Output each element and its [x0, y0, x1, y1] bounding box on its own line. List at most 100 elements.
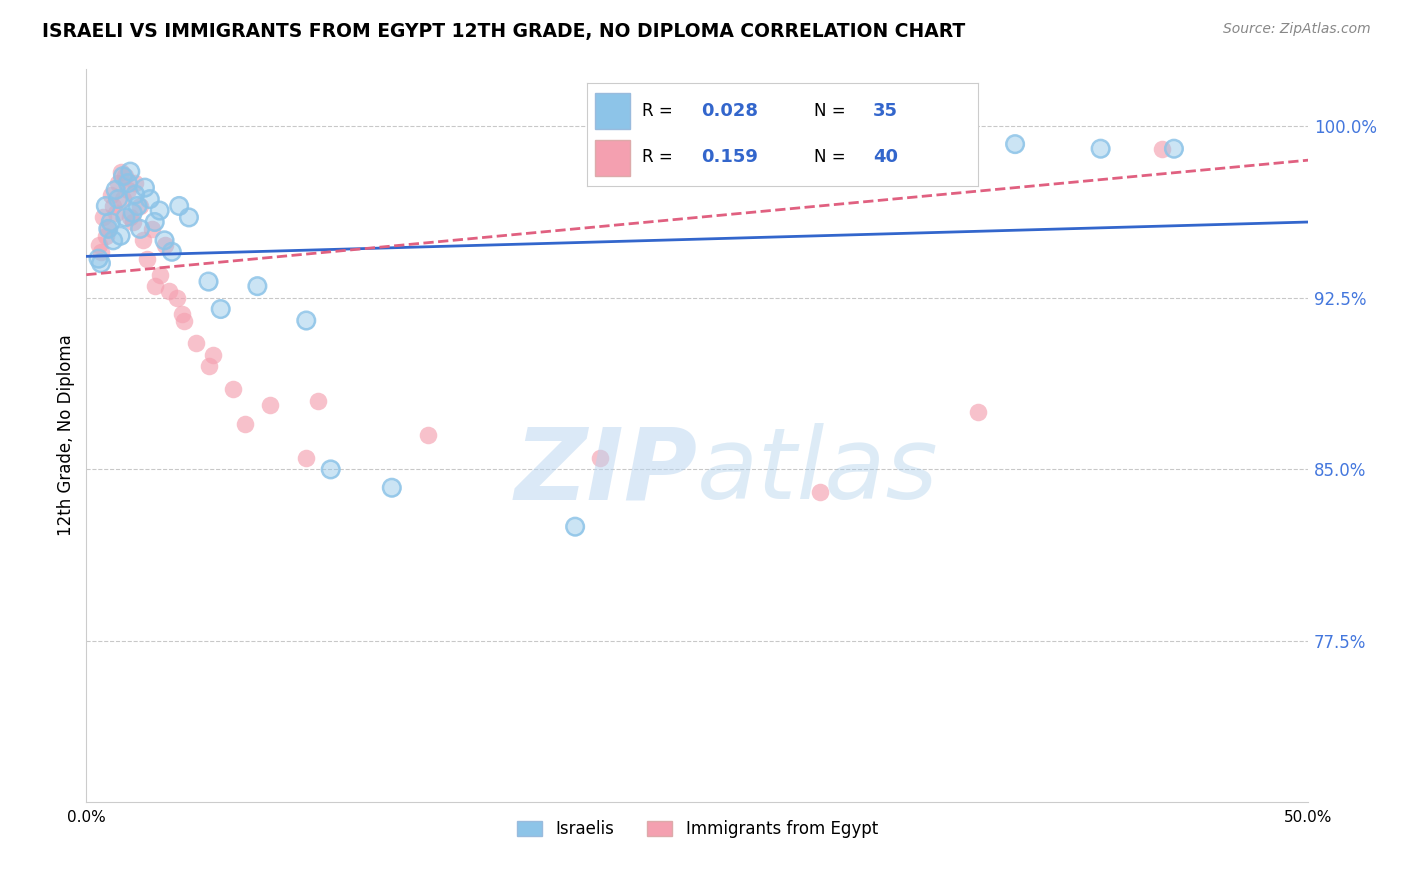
Point — [381, 481, 404, 495]
Point — [127, 199, 149, 213]
Point — [94, 199, 117, 213]
Text: ISRAELI VS IMMIGRANTS FROM EGYPT 12TH GRADE, NO DIPLOMA CORRELATION CHART: ISRAELI VS IMMIGRANTS FROM EGYPT 12TH GR… — [42, 22, 966, 41]
Point — [170, 307, 193, 321]
Point — [131, 233, 153, 247]
Point — [319, 462, 342, 476]
Text: Source: ZipAtlas.com: Source: ZipAtlas.com — [1223, 22, 1371, 37]
Point — [87, 238, 110, 252]
Point — [143, 279, 166, 293]
Point — [197, 275, 219, 289]
Point — [381, 481, 404, 495]
Point — [107, 176, 129, 190]
Point — [233, 417, 256, 431]
Point — [143, 215, 166, 229]
Point — [90, 244, 112, 259]
Point — [90, 256, 112, 270]
Point — [157, 284, 180, 298]
Point — [1163, 142, 1185, 156]
Point — [177, 211, 200, 225]
Point — [117, 183, 139, 197]
Point — [197, 359, 219, 374]
Point — [160, 244, 183, 259]
Point — [588, 450, 610, 465]
Point — [104, 183, 127, 197]
Point — [101, 233, 124, 247]
Point — [166, 291, 188, 305]
Point — [114, 169, 136, 184]
Point — [808, 485, 831, 500]
Point — [129, 199, 152, 213]
Point — [1090, 142, 1112, 156]
Point — [153, 238, 176, 252]
Point — [124, 187, 146, 202]
Point — [1004, 137, 1026, 152]
Point — [186, 336, 208, 351]
Point — [110, 228, 132, 243]
Point — [209, 301, 232, 316]
Point — [114, 211, 136, 225]
Point — [160, 244, 183, 259]
Point — [87, 252, 110, 266]
Point — [117, 176, 139, 190]
Point — [104, 183, 127, 197]
Point — [153, 233, 176, 247]
Point — [173, 313, 195, 327]
Point — [121, 215, 143, 229]
Point — [177, 211, 200, 225]
Point — [295, 313, 318, 327]
Point — [120, 164, 142, 178]
Legend: Israelis, Immigrants from Egypt: Israelis, Immigrants from Egypt — [510, 814, 884, 845]
Point — [104, 206, 127, 220]
Point — [101, 199, 124, 213]
Point — [197, 275, 219, 289]
Point — [143, 215, 166, 229]
Point — [202, 348, 225, 362]
Point — [564, 519, 586, 533]
Point — [121, 206, 143, 220]
Text: ZIP: ZIP — [515, 423, 697, 520]
Point — [295, 313, 318, 327]
Point — [1004, 137, 1026, 152]
Point — [246, 279, 269, 293]
Point — [121, 206, 143, 220]
Point — [97, 222, 120, 236]
Point — [564, 519, 586, 533]
Point — [167, 199, 190, 213]
Point — [100, 215, 122, 229]
Point — [246, 279, 269, 293]
Point — [129, 222, 152, 236]
Point — [418, 428, 440, 442]
Point — [111, 192, 134, 206]
Point — [124, 176, 146, 190]
Point — [117, 176, 139, 190]
Point — [127, 199, 149, 213]
Point — [209, 301, 232, 316]
Y-axis label: 12th Grade, No Diploma: 12th Grade, No Diploma — [58, 334, 75, 536]
Point — [107, 192, 129, 206]
Point — [87, 252, 110, 266]
Point — [129, 222, 152, 236]
Point — [94, 199, 117, 213]
Point — [93, 211, 115, 225]
Point — [149, 203, 172, 218]
Point — [149, 268, 172, 282]
Point — [141, 222, 163, 236]
Point — [139, 192, 162, 206]
Point — [110, 164, 132, 178]
Point — [111, 169, 134, 184]
Point — [134, 180, 156, 194]
Point — [134, 180, 156, 194]
Point — [114, 211, 136, 225]
Point — [153, 233, 176, 247]
Point — [120, 211, 142, 225]
Point — [124, 187, 146, 202]
Point — [97, 222, 120, 236]
Point — [259, 398, 281, 412]
Point — [319, 462, 342, 476]
Point — [136, 252, 159, 266]
Point — [120, 164, 142, 178]
Point — [110, 228, 132, 243]
Point — [100, 215, 122, 229]
Point — [1090, 142, 1112, 156]
Point — [295, 450, 318, 465]
